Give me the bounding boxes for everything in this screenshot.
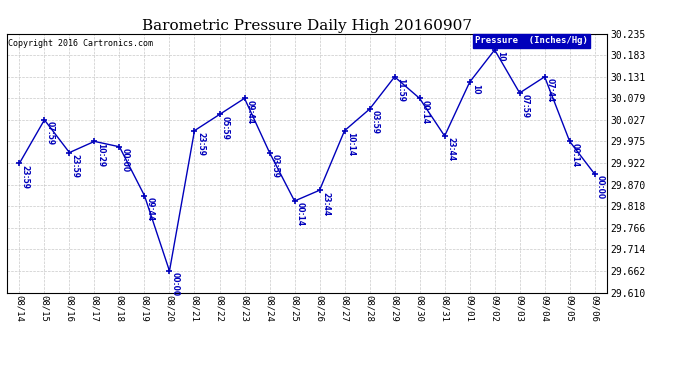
Text: 10: 10: [471, 84, 480, 94]
Text: Copyright 2016 Cartronics.com: Copyright 2016 Cartronics.com: [8, 39, 153, 48]
Text: 23:59: 23:59: [21, 165, 30, 189]
Text: 00:00: 00:00: [171, 272, 180, 297]
Text: 23:44: 23:44: [321, 192, 330, 216]
Text: 10:29: 10:29: [96, 143, 105, 167]
Text: 03:59: 03:59: [371, 111, 380, 135]
Text: 10: 10: [496, 51, 505, 62]
Text: 00:14: 00:14: [571, 143, 580, 167]
Text: 09:44: 09:44: [146, 197, 155, 221]
Text: 00:00: 00:00: [596, 176, 605, 200]
Text: 23:59: 23:59: [196, 132, 205, 156]
Text: Pressure  (Inches/Hg): Pressure (Inches/Hg): [475, 36, 588, 45]
Text: 09:44: 09:44: [246, 100, 255, 124]
Title: Barometric Pressure Daily High 20160907: Barometric Pressure Daily High 20160907: [142, 19, 472, 33]
Text: 03:59: 03:59: [271, 154, 280, 178]
Text: 00:00: 00:00: [121, 148, 130, 172]
Text: 07:44: 07:44: [546, 78, 555, 102]
Text: 00:14: 00:14: [421, 100, 430, 124]
Text: 23:59: 23:59: [71, 154, 80, 178]
Text: 05:59: 05:59: [221, 116, 230, 140]
Text: 10:14: 10:14: [346, 132, 355, 156]
Text: 07:59: 07:59: [46, 121, 55, 146]
Text: 00:14: 00:14: [296, 202, 305, 226]
Text: 23:44: 23:44: [446, 137, 455, 162]
Text: 07:59: 07:59: [521, 94, 530, 118]
Text: 11:59: 11:59: [396, 78, 405, 102]
